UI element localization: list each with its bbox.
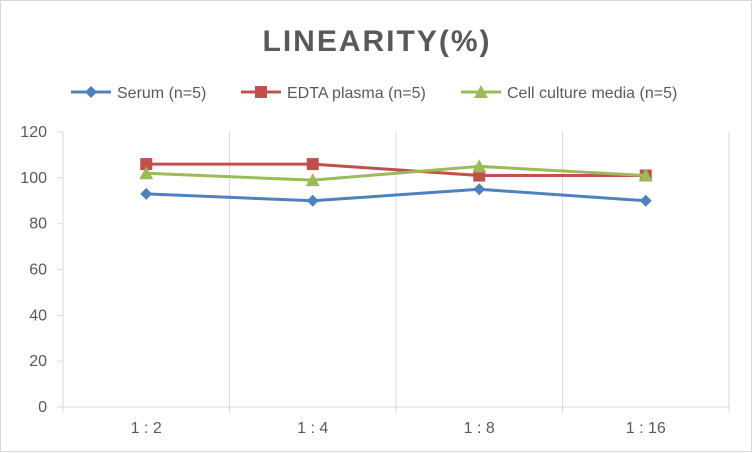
legend-label: Cell culture media (n=5) [507, 85, 677, 102]
legend: Serum (n=5) EDTA plasma (n=5) Cell culture… [71, 85, 677, 102]
legend-marker [255, 86, 267, 98]
legend-label: EDTA plasma (n=5) [287, 85, 426, 102]
data-point [139, 166, 154, 180]
data-point [306, 194, 319, 207]
legend-marker [85, 86, 97, 98]
y-tick-label: 40 [29, 307, 47, 324]
y-tick-label: 0 [38, 399, 47, 416]
data-point [306, 158, 319, 171]
data-point [140, 158, 153, 171]
data-point [638, 168, 653, 182]
legend-marker [474, 85, 488, 98]
data-point [305, 173, 320, 187]
series-line [146, 164, 646, 182]
y-tick-label: 60 [29, 262, 47, 279]
legend-label: Serum (n=5) [117, 85, 206, 102]
axes: 0 20 40 60 80 100 120 1 : 2 1 : 4 1 : 8 1 : 16 [20, 124, 730, 437]
data-point [473, 183, 486, 196]
data-point [472, 159, 487, 173]
x-tick-label: 1 : 16 [626, 420, 666, 437]
x-tick-label: 1 : 2 [131, 420, 162, 437]
data-point [140, 187, 153, 200]
y-tick-label: 100 [20, 170, 47, 187]
x-tick-label: 1 : 4 [297, 420, 328, 437]
y-tick-label: 20 [29, 353, 47, 370]
y-tick-label: 120 [20, 124, 47, 141]
series-line [146, 162, 646, 178]
y-tick-label: 80 [29, 216, 47, 233]
x-tick-label: 1 : 8 [464, 420, 495, 437]
data-point [639, 194, 652, 207]
data-point [473, 169, 486, 182]
series-group [139, 158, 653, 207]
chart-title: LINEARITY(%) [263, 25, 492, 58]
series-line [146, 187, 646, 203]
